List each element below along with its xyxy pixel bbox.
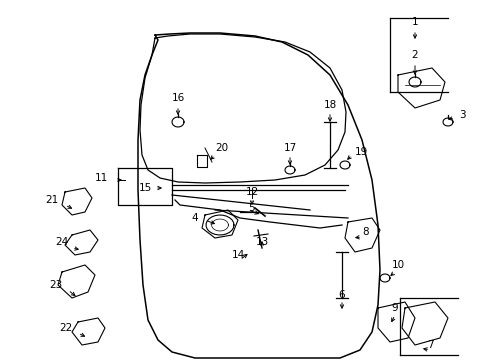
Text: 20: 20 [215,143,228,153]
Text: 24: 24 [55,237,68,247]
Text: 13: 13 [255,237,268,247]
Text: 1: 1 [411,17,417,27]
Text: 22: 22 [59,323,72,333]
Text: 14: 14 [231,250,244,260]
Text: 18: 18 [323,100,336,110]
Text: 21: 21 [45,195,58,205]
Text: 12: 12 [245,187,258,197]
Text: 5: 5 [247,203,254,213]
Text: 16: 16 [171,93,184,103]
Text: 11: 11 [95,173,108,183]
Text: 3: 3 [458,110,465,120]
Text: 6: 6 [338,290,345,300]
Text: 19: 19 [354,147,367,157]
Text: 4: 4 [191,213,198,223]
Text: 8: 8 [361,227,368,237]
Text: 17: 17 [283,143,296,153]
Text: 9: 9 [391,303,398,313]
Text: 7: 7 [426,340,432,350]
Text: 2: 2 [411,50,417,60]
Text: 15: 15 [138,183,151,193]
Text: 10: 10 [391,260,404,270]
Text: 23: 23 [49,280,62,290]
